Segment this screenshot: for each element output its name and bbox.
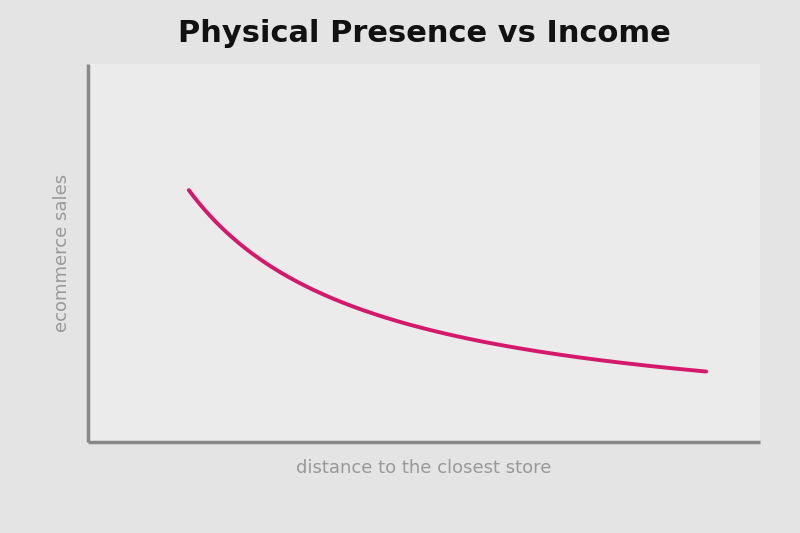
X-axis label: distance to the closest store: distance to the closest store bbox=[296, 459, 552, 477]
Title: Physical Presence vs Income: Physical Presence vs Income bbox=[178, 19, 670, 48]
Y-axis label: ecommerce sales: ecommerce sales bbox=[54, 174, 71, 332]
